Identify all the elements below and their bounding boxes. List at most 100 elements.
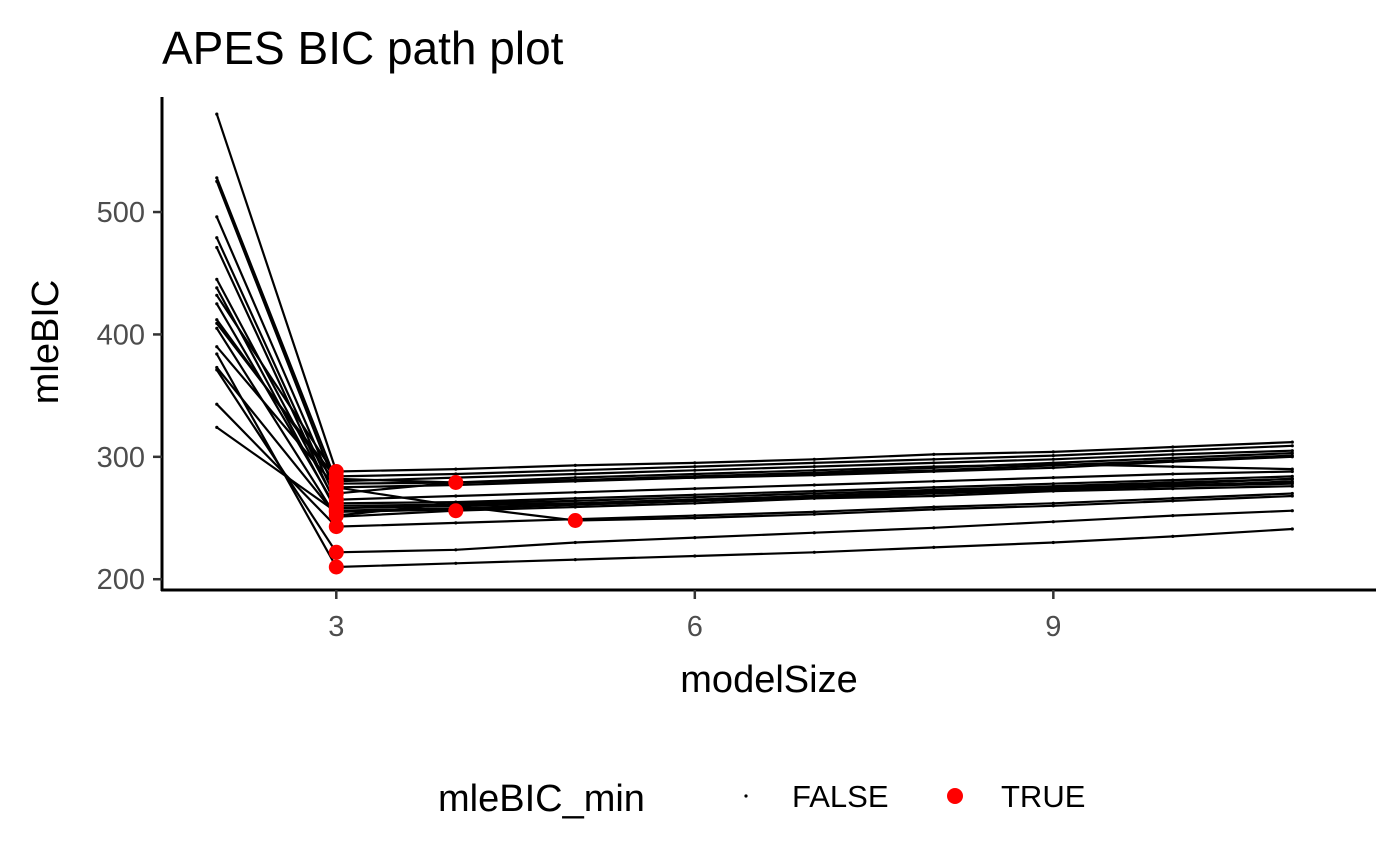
plot-points <box>215 112 1294 575</box>
min-bic-point <box>328 476 344 492</box>
data-point <box>693 495 697 499</box>
data-point <box>693 474 697 478</box>
x-tick-label: 3 <box>328 611 344 643</box>
data-point <box>1171 499 1175 503</box>
data-point <box>573 499 577 503</box>
data-point <box>573 490 577 494</box>
data-point <box>1051 520 1055 524</box>
data-point <box>932 545 936 550</box>
series-line-5 <box>215 237 1293 501</box>
series-line-7 <box>215 278 1293 505</box>
data-point <box>1051 457 1055 461</box>
data-point <box>573 558 577 562</box>
data-point <box>1290 467 1294 471</box>
data-point <box>215 286 219 290</box>
series-line-16 <box>216 403 1293 528</box>
data-point <box>932 526 936 530</box>
data-point <box>215 352 219 356</box>
data-point <box>1171 480 1175 485</box>
data-point <box>215 302 219 306</box>
data-point <box>1171 534 1175 539</box>
data-point <box>1171 456 1175 460</box>
series-line-18 <box>215 353 1293 569</box>
series-line-19 <box>215 327 1293 518</box>
data-point <box>215 176 219 180</box>
data-point <box>215 365 219 370</box>
data-point <box>932 479 936 483</box>
data-point <box>573 463 577 467</box>
data-point <box>215 368 219 372</box>
data-point <box>812 494 816 498</box>
min-bic-point <box>448 475 464 490</box>
data-point <box>1290 509 1294 513</box>
data-point <box>932 461 936 465</box>
series-line-11 <box>215 319 1293 485</box>
data-point <box>573 503 577 507</box>
data-point <box>1171 496 1175 500</box>
data-point <box>693 461 697 465</box>
data-point <box>215 318 219 322</box>
legend: mleBIC_min FALSE TRUE <box>438 778 1085 820</box>
data-point <box>1290 474 1294 478</box>
data-point <box>693 499 697 503</box>
series-line-12 <box>215 322 1293 484</box>
data-point <box>454 472 458 476</box>
data-point <box>932 457 936 461</box>
data-point <box>1290 440 1294 444</box>
plot-lines <box>215 113 1293 569</box>
data-point <box>573 468 577 472</box>
data-point <box>1051 504 1055 508</box>
data-point <box>812 489 816 493</box>
data-point <box>573 505 577 509</box>
data-point <box>215 402 219 406</box>
x-tick-label: 6 <box>687 611 703 643</box>
data-point <box>1290 455 1294 459</box>
min-bic-point <box>448 503 464 519</box>
data-point <box>215 277 219 281</box>
data-point <box>812 483 816 487</box>
data-point <box>1171 449 1175 453</box>
data-point <box>1051 540 1055 545</box>
data-point <box>454 521 458 525</box>
data-point <box>812 473 816 477</box>
legend-label-false: FALSE <box>792 779 889 814</box>
data-point <box>693 465 697 469</box>
data-point <box>693 487 697 491</box>
x-axis-title: modelSize <box>680 659 857 701</box>
data-point <box>1290 449 1294 453</box>
data-point <box>693 536 697 540</box>
series-line-10 <box>215 303 1293 510</box>
data-point <box>1290 469 1294 474</box>
data-point <box>1171 445 1175 449</box>
y-tick-label: 500 <box>97 197 145 229</box>
data-point <box>693 472 697 476</box>
data-point <box>454 561 458 565</box>
data-point <box>1051 484 1055 488</box>
data-point <box>1051 450 1055 454</box>
data-point <box>932 488 936 492</box>
legend-key-false <box>744 794 748 798</box>
data-point <box>932 490 936 494</box>
data-point <box>215 326 219 330</box>
data-point <box>812 471 816 475</box>
data-point <box>932 452 936 456</box>
y-ticks: 200 300 400 500 <box>97 197 162 596</box>
y-tick-label: 300 <box>97 442 145 474</box>
chart-title: APES BIC path plot <box>162 22 564 74</box>
data-point <box>454 467 458 471</box>
legend-label-true: TRUE <box>1001 779 1085 814</box>
series-line-2 <box>215 177 1293 483</box>
data-point <box>573 496 577 500</box>
min-bic-point <box>328 504 344 520</box>
data-point <box>932 469 936 474</box>
data-point <box>932 505 936 509</box>
data-point <box>1051 487 1055 491</box>
data-point <box>1171 452 1175 456</box>
data-point <box>1051 466 1055 470</box>
data-point <box>215 245 219 250</box>
data-point <box>693 493 697 497</box>
data-point <box>932 507 936 511</box>
data-point <box>1051 501 1055 505</box>
series-line-6 <box>215 247 1293 507</box>
